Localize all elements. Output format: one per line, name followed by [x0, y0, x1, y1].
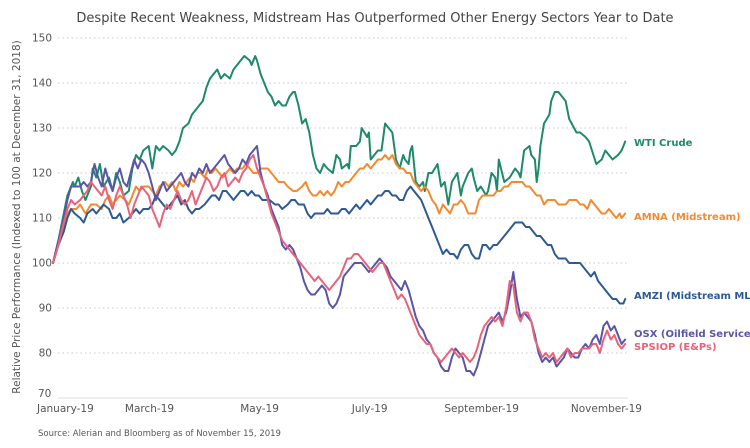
- x-tick-label: September-19: [444, 403, 519, 415]
- y-tick-label: 150: [32, 33, 52, 45]
- y-tick-label: 130: [32, 123, 52, 135]
- chart-title: Despite Recent Weakness, Midstream Has O…: [76, 11, 673, 26]
- series-line-amzi-midstream-mlps: [52, 185, 627, 305]
- y-tick-label: 140: [32, 78, 52, 90]
- x-tick-label: May-19: [240, 403, 279, 415]
- x-tick-label: July-19: [351, 403, 388, 415]
- y-tick-label: 70: [38, 388, 51, 400]
- y-tick-label: 110: [32, 213, 52, 225]
- legend-label: OSX (Oilfield Services): [634, 329, 750, 340]
- series-lines: [52, 55, 627, 377]
- source-note: Source: Alerian and Bloomberg as of Nove…: [38, 429, 281, 439]
- y-tick-label: 90: [39, 303, 52, 315]
- y-axis-ticks: 70 80 90 100 110 120 130 140 150: [32, 33, 52, 401]
- series-line-amna-midstream: [52, 154, 627, 264]
- y-axis-label: Relative Price Performance (Indexed to 1…: [11, 40, 23, 393]
- gridlines: [58, 37, 628, 399]
- series-line-osx-oilfield-services: [52, 145, 627, 377]
- series-line-spsiop-e-ps: [52, 154, 627, 363]
- x-tick-label: November-19: [571, 403, 642, 415]
- legend-label: AMNA (Midstream): [634, 212, 741, 223]
- legend-label: AMZI (Midstream MLPs): [634, 291, 750, 302]
- legend-label: WTI Crude: [634, 138, 693, 149]
- series-line-wti-crude: [52, 55, 627, 264]
- x-axis-ticks: January-19 March-19 May-19 July-19 September…: [36, 403, 642, 415]
- legend: WTI Crude AMNA (Midstream) AMZI (Midstream…: [634, 138, 750, 353]
- y-tick-label: 120: [32, 168, 52, 180]
- y-tick-label: 80: [39, 348, 52, 360]
- x-tick-label: March-19: [125, 403, 174, 415]
- y-tick-label: 100: [32, 258, 52, 270]
- legend-label: SPSIOP (E&Ps): [634, 342, 717, 353]
- x-tick-label: January-19: [36, 403, 94, 415]
